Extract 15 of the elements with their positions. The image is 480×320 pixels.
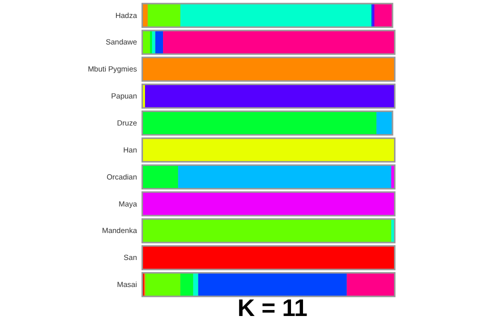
bar [391, 220, 394, 242]
bar [145, 274, 180, 296]
bar [180, 274, 194, 296]
bar [152, 31, 156, 54]
bar [346, 274, 394, 296]
bar [376, 112, 392, 134]
bar [143, 31, 150, 54]
bar [374, 4, 392, 26]
bar [155, 31, 164, 54]
bar [143, 166, 178, 188]
bar [148, 4, 180, 26]
bar [143, 4, 148, 26]
bar [391, 166, 394, 188]
bar [193, 274, 198, 296]
text: K = 11 [237, 295, 308, 320]
